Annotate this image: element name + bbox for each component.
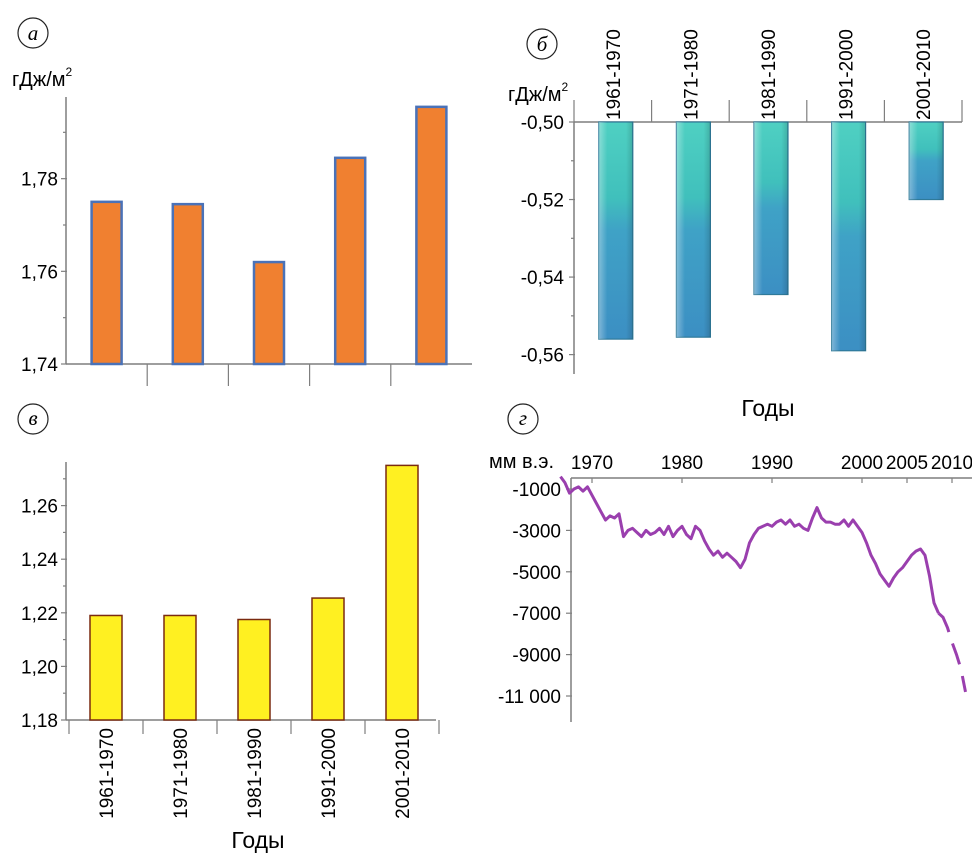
chart-c-panel: в 1,18 1,20 1,22 1,24 1,26 1961-1970 1971-198…	[17, 403, 440, 853]
panel-d-y-tick-label: -7000	[512, 604, 561, 625]
panel-d-x-tick-label: 2000	[841, 453, 883, 474]
panel-c-y-tick-label: 1,22	[21, 604, 58, 625]
panel-d-x-tick-label: 2010	[931, 453, 972, 474]
panel-a-bar	[333, 156, 367, 366]
panel-c-x-tick-label: 1961-1970	[97, 728, 118, 819]
panel-a-y-tick-label: 1,76	[21, 262, 58, 283]
panel-c-bar	[163, 614, 197, 721]
panel-a-label-circle	[17, 17, 49, 49]
panel-b-x-tick-label: 1961-1970	[604, 29, 625, 120]
panel-c-y-tick-label: 1,26	[21, 497, 58, 518]
panel-b-bar-shade	[754, 122, 788, 295]
panel-c-bar	[385, 464, 419, 721]
panel-c-bar	[311, 597, 345, 721]
panel-c-x-tick-label: 1971-1980	[171, 728, 192, 819]
panel-a-y-tick-label: 1,78	[21, 170, 58, 191]
panel-a-bar	[90, 200, 123, 366]
panel-a-bar	[252, 260, 286, 366]
panel-d-series-line	[559, 475, 940, 614]
panel-b-bar-shade	[831, 122, 866, 351]
chart-a-panel: а гДж/м2 1,74 1,76 1,78	[12, 17, 472, 386]
panel-a-y-tick-label: 1,74	[21, 355, 58, 376]
panel-a-label: а	[28, 21, 39, 45]
panel-b-bar-shade	[676, 122, 711, 338]
panel-b-bar-shade	[598, 122, 633, 340]
panel-d-x-tick-label: 1990	[751, 453, 793, 474]
panel-b-x-tick-label: 2001-2010	[914, 29, 935, 120]
chart-d-panel: г мм в.э. -1000 -3000 -5000 -7000 -9000 -11 0…	[489, 403, 972, 722]
panel-b-label-circle	[526, 28, 558, 60]
chart-b-panel: б гДж/м2 -0,50 -0,52 -0,54 -0,56 1961-1970 1…	[508, 28, 963, 421]
panel-d-x-tick-label: 2005	[886, 453, 928, 474]
panel-d-y-tick-label: -5000	[512, 563, 561, 584]
panel-d-y-tick-label: -11 000	[498, 687, 561, 708]
panel-c-x-tick-label: 2001-2010	[393, 728, 414, 819]
panel-b-x-title: Годы	[741, 395, 794, 421]
panel-c-y-tick-label: 1,20	[21, 657, 58, 678]
panel-d-x-tick-label: 1980	[661, 453, 703, 474]
panel-c-label: в	[28, 406, 37, 430]
panel-d-y-tick-label: -9000	[512, 646, 561, 667]
panel-a-bar	[171, 202, 205, 366]
panel-c-bar	[237, 618, 271, 721]
panel-b-x-tick-label: 1971-1980	[681, 29, 702, 120]
panel-b-unit: гДж/м2	[508, 80, 569, 106]
panel-a-unit: гДж/м2	[12, 65, 73, 91]
panel-c-label-circle	[17, 403, 49, 435]
panel-b-y-tick-label: -0,56	[521, 346, 564, 367]
panel-d-label-circle	[507, 403, 539, 435]
panel-d-label: г	[519, 406, 527, 430]
panel-c-y-tick-label: 1,18	[21, 711, 58, 732]
panel-c-y-tick-label: 1,24	[21, 550, 58, 571]
panel-b-x-tick-label: 1981-1990	[759, 29, 780, 120]
panel-b-y-tick-label: -0,52	[521, 191, 564, 212]
panel-c-x-tick-label: 1991-2000	[319, 728, 340, 819]
panel-d-unit: мм в.э.	[489, 451, 554, 473]
panel-c-bar	[89, 614, 123, 721]
panel-b-bar-shade	[909, 122, 944, 200]
panel-c-x-title: Годы	[231, 827, 284, 853]
panel-b-y-tick-label: -0,54	[521, 268, 565, 289]
panel-b-y-tick-label: -0,50	[521, 113, 564, 134]
panel-b-x-tick-label: 1991-2000	[837, 29, 858, 120]
panel-d-y-tick-label: -1000	[512, 480, 561, 501]
panel-a-bar	[415, 105, 448, 366]
panel-d-x-tick-label: 1970	[571, 453, 613, 474]
panel-d-series-line-projection	[937, 612, 967, 693]
panel-d-y-tick-label: -3000	[512, 521, 561, 542]
panel-c-x-tick-label: 1981-1990	[245, 728, 266, 819]
panel-b-label: б	[537, 32, 549, 56]
